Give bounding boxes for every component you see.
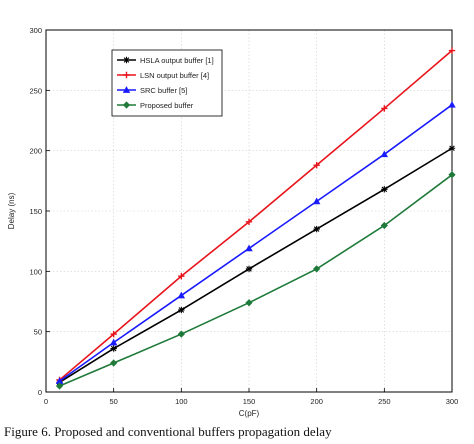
data-point [381, 186, 388, 193]
x-tick-label: 250 [378, 397, 391, 406]
data-point [313, 225, 320, 233]
figure-caption: Figure 6. Proposed and conventional buff… [4, 424, 332, 439]
y-tick-label: 250 [29, 86, 42, 95]
x-tick-label: 300 [446, 397, 459, 406]
legend-label: LSN output buffer [4] [140, 71, 209, 80]
y-tick-label: 300 [29, 26, 42, 35]
y-tick-label: 200 [29, 147, 42, 156]
x-axis-label: C(pF) [239, 409, 260, 418]
legend-entry: Proposed buffer [117, 101, 194, 110]
data-point [110, 345, 117, 352]
data-point [109, 338, 118, 346]
series-1 [56, 47, 456, 384]
y-axis-label: Delay (ns) [7, 192, 16, 229]
legend-entry: SRC buffer [5] [117, 86, 187, 95]
data-point [177, 330, 185, 338]
legend-entry: LSN output buffer [4] [117, 71, 209, 80]
legend-marker [122, 101, 131, 109]
x-tick-label: 100 [175, 397, 188, 406]
data-point [178, 272, 185, 280]
series-2 [55, 100, 456, 385]
data-point [313, 161, 320, 169]
data-point [55, 382, 64, 390]
axis-ticks: 0 50 100 150 200 250 300 0 50 100 150 200 250 300 [29, 26, 458, 406]
legend: HSLA output buffer [1] LSN output buffer … [111, 49, 223, 117]
data-point [177, 291, 186, 299]
data-point [448, 145, 456, 152]
data-point [245, 299, 253, 307]
data-point [245, 244, 253, 252]
data-point [178, 306, 185, 314]
data-point [245, 265, 253, 273]
data-point [110, 359, 118, 367]
legend-label: HSLA output buffer [1] [140, 56, 214, 65]
series-line [59, 147, 453, 384]
series-line [59, 174, 453, 387]
data-point [380, 150, 389, 158]
series-0 [56, 145, 456, 386]
legend-marker [123, 71, 130, 79]
series-3 [55, 171, 456, 390]
y-tick-label: 0 [38, 388, 42, 397]
x-tick-label: 50 [109, 397, 117, 406]
series-lines [55, 47, 456, 390]
series-line [59, 104, 453, 382]
data-point [448, 171, 456, 179]
data-point [245, 218, 253, 226]
data-point [110, 330, 117, 338]
data-point [312, 197, 321, 205]
y-tick-label: 100 [29, 267, 42, 276]
data-point [381, 105, 388, 112]
legend-entry: HSLA output buffer [1] [117, 56, 214, 65]
data-point [380, 221, 388, 230]
legend-marker [123, 56, 130, 64]
data-point [448, 100, 456, 108]
y-tick-label: 150 [29, 207, 42, 216]
grid-lines [46, 30, 452, 392]
data-point [313, 265, 321, 273]
y-tick-label: 50 [34, 328, 42, 337]
legend-label: Proposed buffer [140, 101, 194, 110]
x-tick-label: 0 [44, 397, 48, 406]
legend-marker [122, 86, 131, 93]
legend-label: SRC buffer [5] [140, 86, 187, 95]
data-point [448, 47, 456, 54]
x-tick-label: 200 [310, 397, 323, 406]
x-tick-label: 150 [243, 397, 256, 406]
